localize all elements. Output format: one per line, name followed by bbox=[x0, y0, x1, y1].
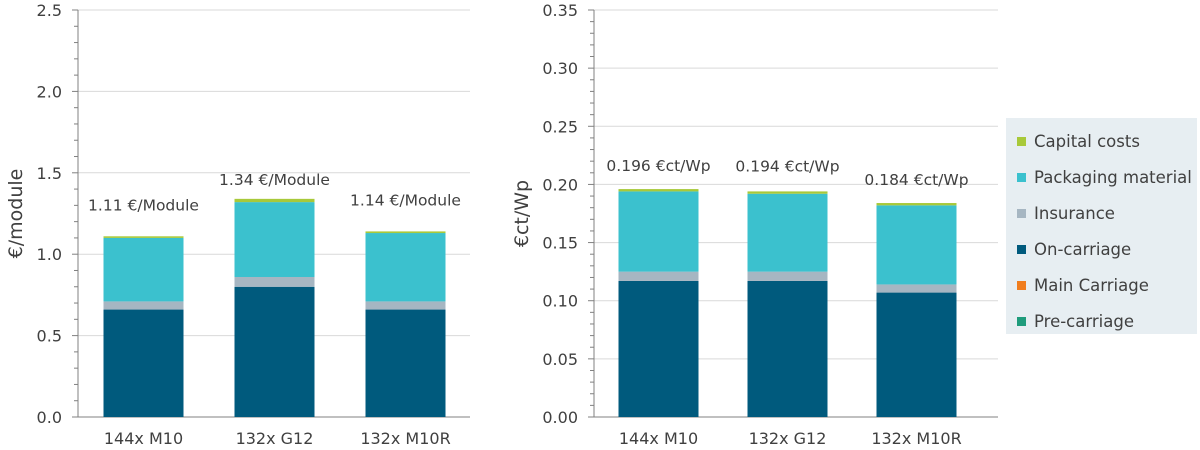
legend: Capital costs Packaging material Insuran… bbox=[1006, 118, 1197, 334]
bar-segment-capital-costs bbox=[876, 203, 957, 206]
bar-segment-on-carriage bbox=[103, 309, 184, 417]
legend-item-main-carriage: Main Carriage bbox=[1006, 267, 1197, 303]
legend-item-on-carriage: On-carriage bbox=[1006, 231, 1197, 267]
bar-segment-packaging-material bbox=[747, 193, 828, 272]
legend-item-packaging-material: Packaging material bbox=[1006, 159, 1197, 195]
bar-segment-packaging-material bbox=[618, 191, 699, 272]
bar-segment-packaging-material bbox=[876, 205, 957, 285]
legend-label: Insurance bbox=[1034, 203, 1115, 223]
data-label: 1.34 €/Module bbox=[219, 171, 330, 189]
bar-segment-capital-costs bbox=[618, 189, 699, 192]
legend-label: Capital costs bbox=[1034, 131, 1140, 151]
legend-swatch bbox=[1017, 280, 1026, 290]
legend-swatch bbox=[1017, 316, 1026, 326]
legend-swatch bbox=[1017, 208, 1026, 218]
legend-label: On-carriage bbox=[1034, 239, 1132, 259]
y-tick-label: 0.30 bbox=[542, 59, 578, 78]
y-tick-label: 0.20 bbox=[542, 175, 578, 194]
y-tick-label: 0.00 bbox=[542, 408, 578, 427]
bar-segment-insurance bbox=[234, 276, 315, 287]
bar-segment-packaging-material bbox=[103, 237, 184, 302]
y-tick-label: 1.0 bbox=[37, 245, 62, 264]
legend-item-pre-carriage: Pre-carriage bbox=[1006, 303, 1197, 339]
x-tick-label: 144x M10 bbox=[104, 429, 183, 448]
y-tick-label: 2.5 bbox=[37, 1, 62, 20]
legend-swatch bbox=[1017, 172, 1026, 182]
data-label: 0.194 €ct/Wp bbox=[735, 157, 839, 175]
y-tick-label: 0.35 bbox=[542, 1, 578, 20]
bar-segment-insurance bbox=[618, 271, 699, 281]
bar-segment-insurance bbox=[103, 301, 184, 310]
data-label: 1.11 €/Module bbox=[88, 196, 199, 214]
y-tick-label: 0.10 bbox=[542, 292, 578, 311]
data-label: 0.196 €ct/Wp bbox=[606, 157, 710, 175]
x-tick-label: 144x M10 bbox=[619, 429, 698, 448]
bar-segment-capital-costs bbox=[234, 198, 315, 203]
bar-segment-capital-costs bbox=[747, 191, 828, 194]
y-axis-label: €ct/Wp bbox=[511, 180, 533, 247]
data-label: 0.184 €ct/Wp bbox=[864, 171, 968, 189]
y-tick-label: 0.05 bbox=[542, 350, 578, 369]
bar-segment-packaging-material bbox=[365, 233, 446, 302]
legend-swatch bbox=[1017, 244, 1026, 254]
legend-label: Pre-carriage bbox=[1034, 311, 1134, 331]
bar-segment-on-carriage bbox=[747, 280, 828, 417]
y-tick-label: 1.5 bbox=[37, 164, 62, 183]
bar-segment-insurance bbox=[365, 301, 446, 310]
bar-segment-capital-costs bbox=[103, 236, 184, 238]
x-tick-label: 132x M10R bbox=[871, 429, 961, 448]
y-tick-label: 0.25 bbox=[542, 117, 578, 136]
x-tick-label: 132x M10R bbox=[360, 429, 450, 448]
bar-segment-on-carriage bbox=[618, 280, 699, 417]
x-tick-label: 132x G12 bbox=[749, 429, 827, 448]
y-tick-label: 2.0 bbox=[37, 82, 62, 101]
bar-segment-on-carriage bbox=[365, 309, 446, 417]
x-tick-label: 132x G12 bbox=[236, 429, 314, 448]
bar-segment-insurance bbox=[876, 284, 957, 293]
y-tick-label: 0.5 bbox=[37, 327, 62, 346]
bar-segment-packaging-material bbox=[234, 202, 315, 277]
legend-item-insurance: Insurance bbox=[1006, 195, 1197, 231]
y-tick-label: 0.15 bbox=[542, 234, 578, 253]
bar-segment-on-carriage bbox=[876, 292, 957, 417]
bar-segment-on-carriage bbox=[234, 286, 315, 417]
y-axis-label: €/module bbox=[5, 169, 27, 259]
data-label: 1.14 €/Module bbox=[350, 191, 461, 209]
legend-label: Packaging material bbox=[1034, 167, 1192, 187]
legend-label: Main Carriage bbox=[1034, 275, 1149, 295]
legend-item-capital-costs: Capital costs bbox=[1006, 123, 1197, 159]
bar-segment-insurance bbox=[747, 271, 828, 281]
bar-segment-capital-costs bbox=[365, 231, 446, 234]
y-tick-label: 0.0 bbox=[37, 408, 62, 427]
legend-swatch bbox=[1017, 136, 1026, 146]
